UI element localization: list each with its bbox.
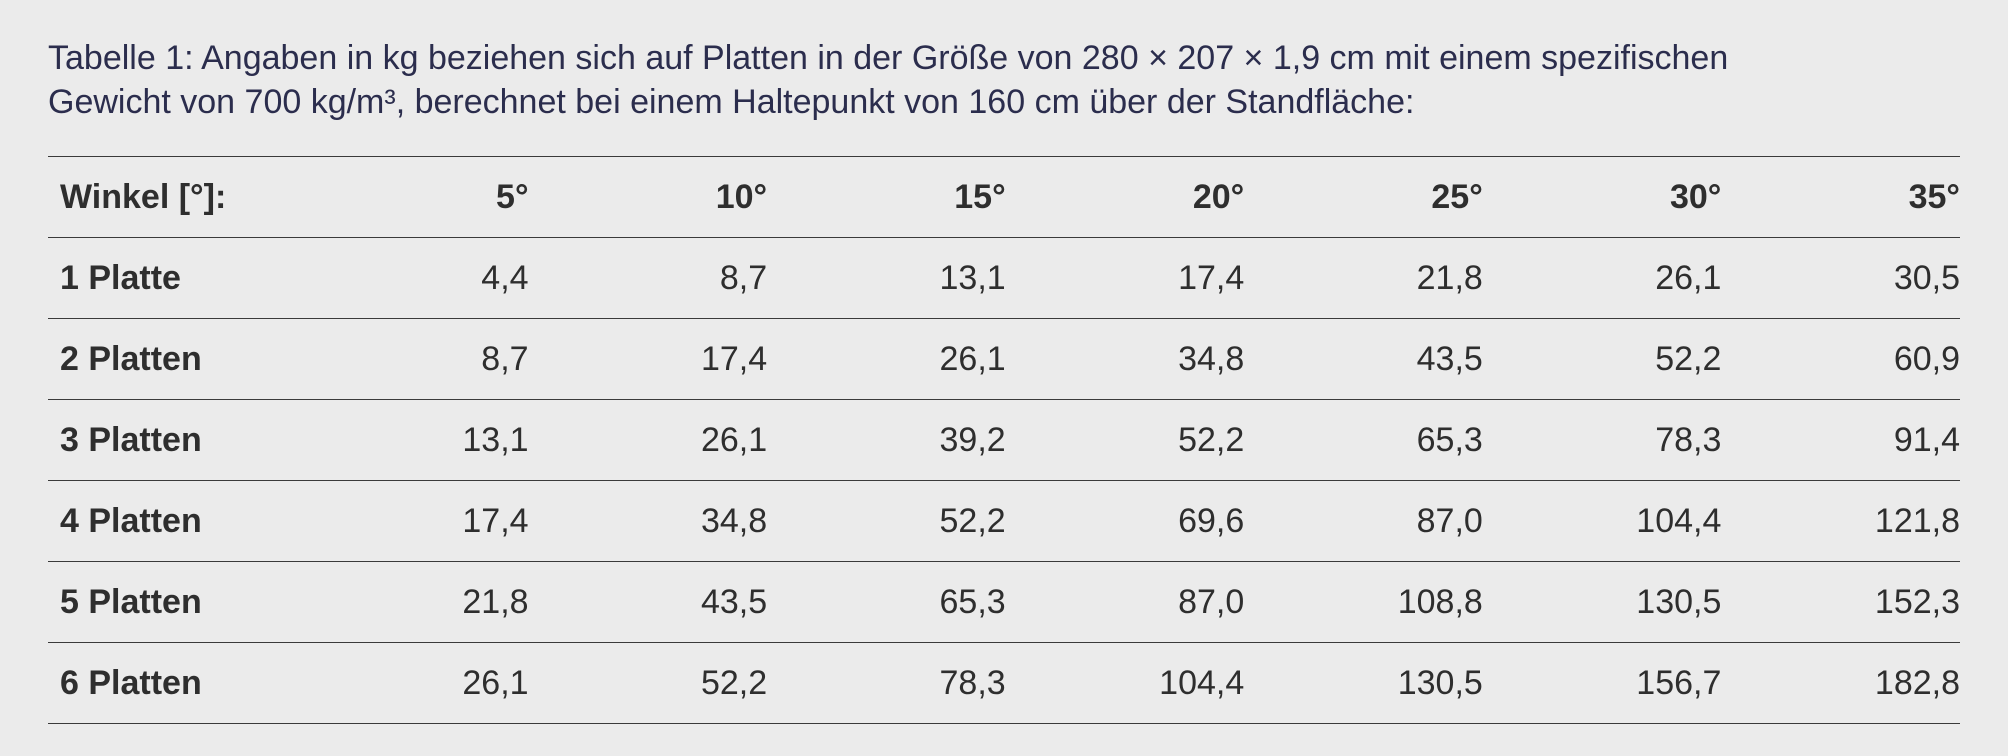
table-cell: 104,4 [1482, 480, 1722, 562]
row-label: 3 Platten [48, 399, 290, 481]
table-row: 3 Platten 13,1 26,1 39,2 52,2 65,3 78,3 91,4 [48, 399, 1960, 481]
table-cell: 130,5 [1482, 561, 1722, 643]
table-row: 4 Platten 17,4 34,8 52,2 69,6 87,0 104,4 121,8 [48, 480, 1960, 562]
table-cell: 108,8 [1244, 561, 1483, 643]
column-header: 25° [1244, 156, 1483, 238]
table-cell: 65,3 [767, 561, 1006, 643]
row-label: 6 Platten [48, 642, 290, 724]
angle-header-label: Winkel [°]: [48, 156, 290, 238]
table-row: 6 Platten 26,1 52,2 78,3 104,4 130,5 156,7 182,… [48, 642, 1960, 724]
table-cell: 43,5 [1244, 318, 1483, 400]
table-cell: 13,1 [767, 237, 1006, 319]
table-cell: 26,1 [767, 318, 1006, 400]
column-header: 30° [1482, 156, 1722, 238]
table-cell: 130,5 [1244, 642, 1483, 724]
row-label: 4 Platten [48, 480, 290, 562]
table-cell: 121,8 [1721, 480, 1960, 562]
table-row: 5 Platten 21,8 43,5 65,3 87,0 108,8 130,5 152,3 [48, 561, 1960, 643]
table-cell: 43,5 [528, 561, 768, 643]
table-cell: 4,4 [290, 237, 529, 319]
table-cell: 87,0 [1005, 561, 1245, 643]
row-label: 5 Platten [48, 561, 290, 643]
table-cell: 52,2 [1482, 318, 1722, 400]
table-row: 1 Platte 4,4 8,7 13,1 17,4 21,8 26,1 30,5 [48, 237, 1960, 319]
column-header: 35° [1721, 156, 1960, 238]
table-cell: 65,3 [1244, 399, 1483, 481]
column-header: 20° [1005, 156, 1245, 238]
table-cell: 152,3 [1721, 561, 1960, 643]
table-cell: 17,4 [1005, 237, 1245, 319]
row-label: 1 Platte [48, 237, 290, 319]
table-cell: 34,8 [528, 480, 768, 562]
row-label: 2 Platten [48, 318, 290, 400]
table-cell: 156,7 [1482, 642, 1722, 724]
table-cell: 69,6 [1005, 480, 1245, 562]
table-cell: 26,1 [528, 399, 768, 481]
table-cell: 104,4 [1005, 642, 1245, 724]
table-header-row: Winkel [°]: 5° 10° 15° 20° 25° 30° 35° [48, 156, 1960, 238]
table-cell: 91,4 [1721, 399, 1960, 481]
table-cell: 34,8 [1005, 318, 1245, 400]
table-cell: 78,3 [767, 642, 1006, 724]
table-cell: 60,9 [1721, 318, 1960, 400]
table-caption: Tabelle 1: Angaben in kg beziehen sich a… [48, 36, 1948, 124]
table-cell: 30,5 [1721, 237, 1960, 319]
table-cell: 17,4 [528, 318, 768, 400]
table-cell: 8,7 [290, 318, 529, 400]
table-cell: 182,8 [1721, 642, 1960, 724]
table-cell: 78,3 [1482, 399, 1722, 481]
table-cell: 26,1 [290, 642, 529, 724]
column-header: 5° [290, 156, 529, 238]
table-cell: 21,8 [290, 561, 529, 643]
table-cell: 21,8 [1244, 237, 1483, 319]
caption-line-2: Gewicht von 700 kg/m³, berechnet bei ein… [48, 83, 1415, 121]
table-cell: 8,7 [528, 237, 768, 319]
column-header: 15° [767, 156, 1006, 238]
table-cell: 52,2 [767, 480, 1006, 562]
caption-line-1: Tabelle 1: Angaben in kg beziehen sich a… [48, 39, 1729, 77]
table-cell: 17,4 [290, 480, 529, 562]
table-cell: 26,1 [1482, 237, 1722, 319]
table-row: 2 Platten 8,7 17,4 26,1 34,8 43,5 52,2 60,9 [48, 318, 1960, 400]
table-cell: 39,2 [767, 399, 1006, 481]
table-cell: 52,2 [528, 642, 768, 724]
column-header: 10° [528, 156, 768, 238]
weight-table: Winkel [°]: 5° 10° 15° 20° 25° 30° 35° 1… [48, 156, 1960, 724]
table-body: 1 Platte 4,4 8,7 13,1 17,4 21,8 26,1 30,5 2 Plat… [48, 237, 1960, 724]
table-cell: 13,1 [290, 399, 529, 481]
table-cell: 52,2 [1005, 399, 1245, 481]
table-cell: 87,0 [1244, 480, 1483, 562]
